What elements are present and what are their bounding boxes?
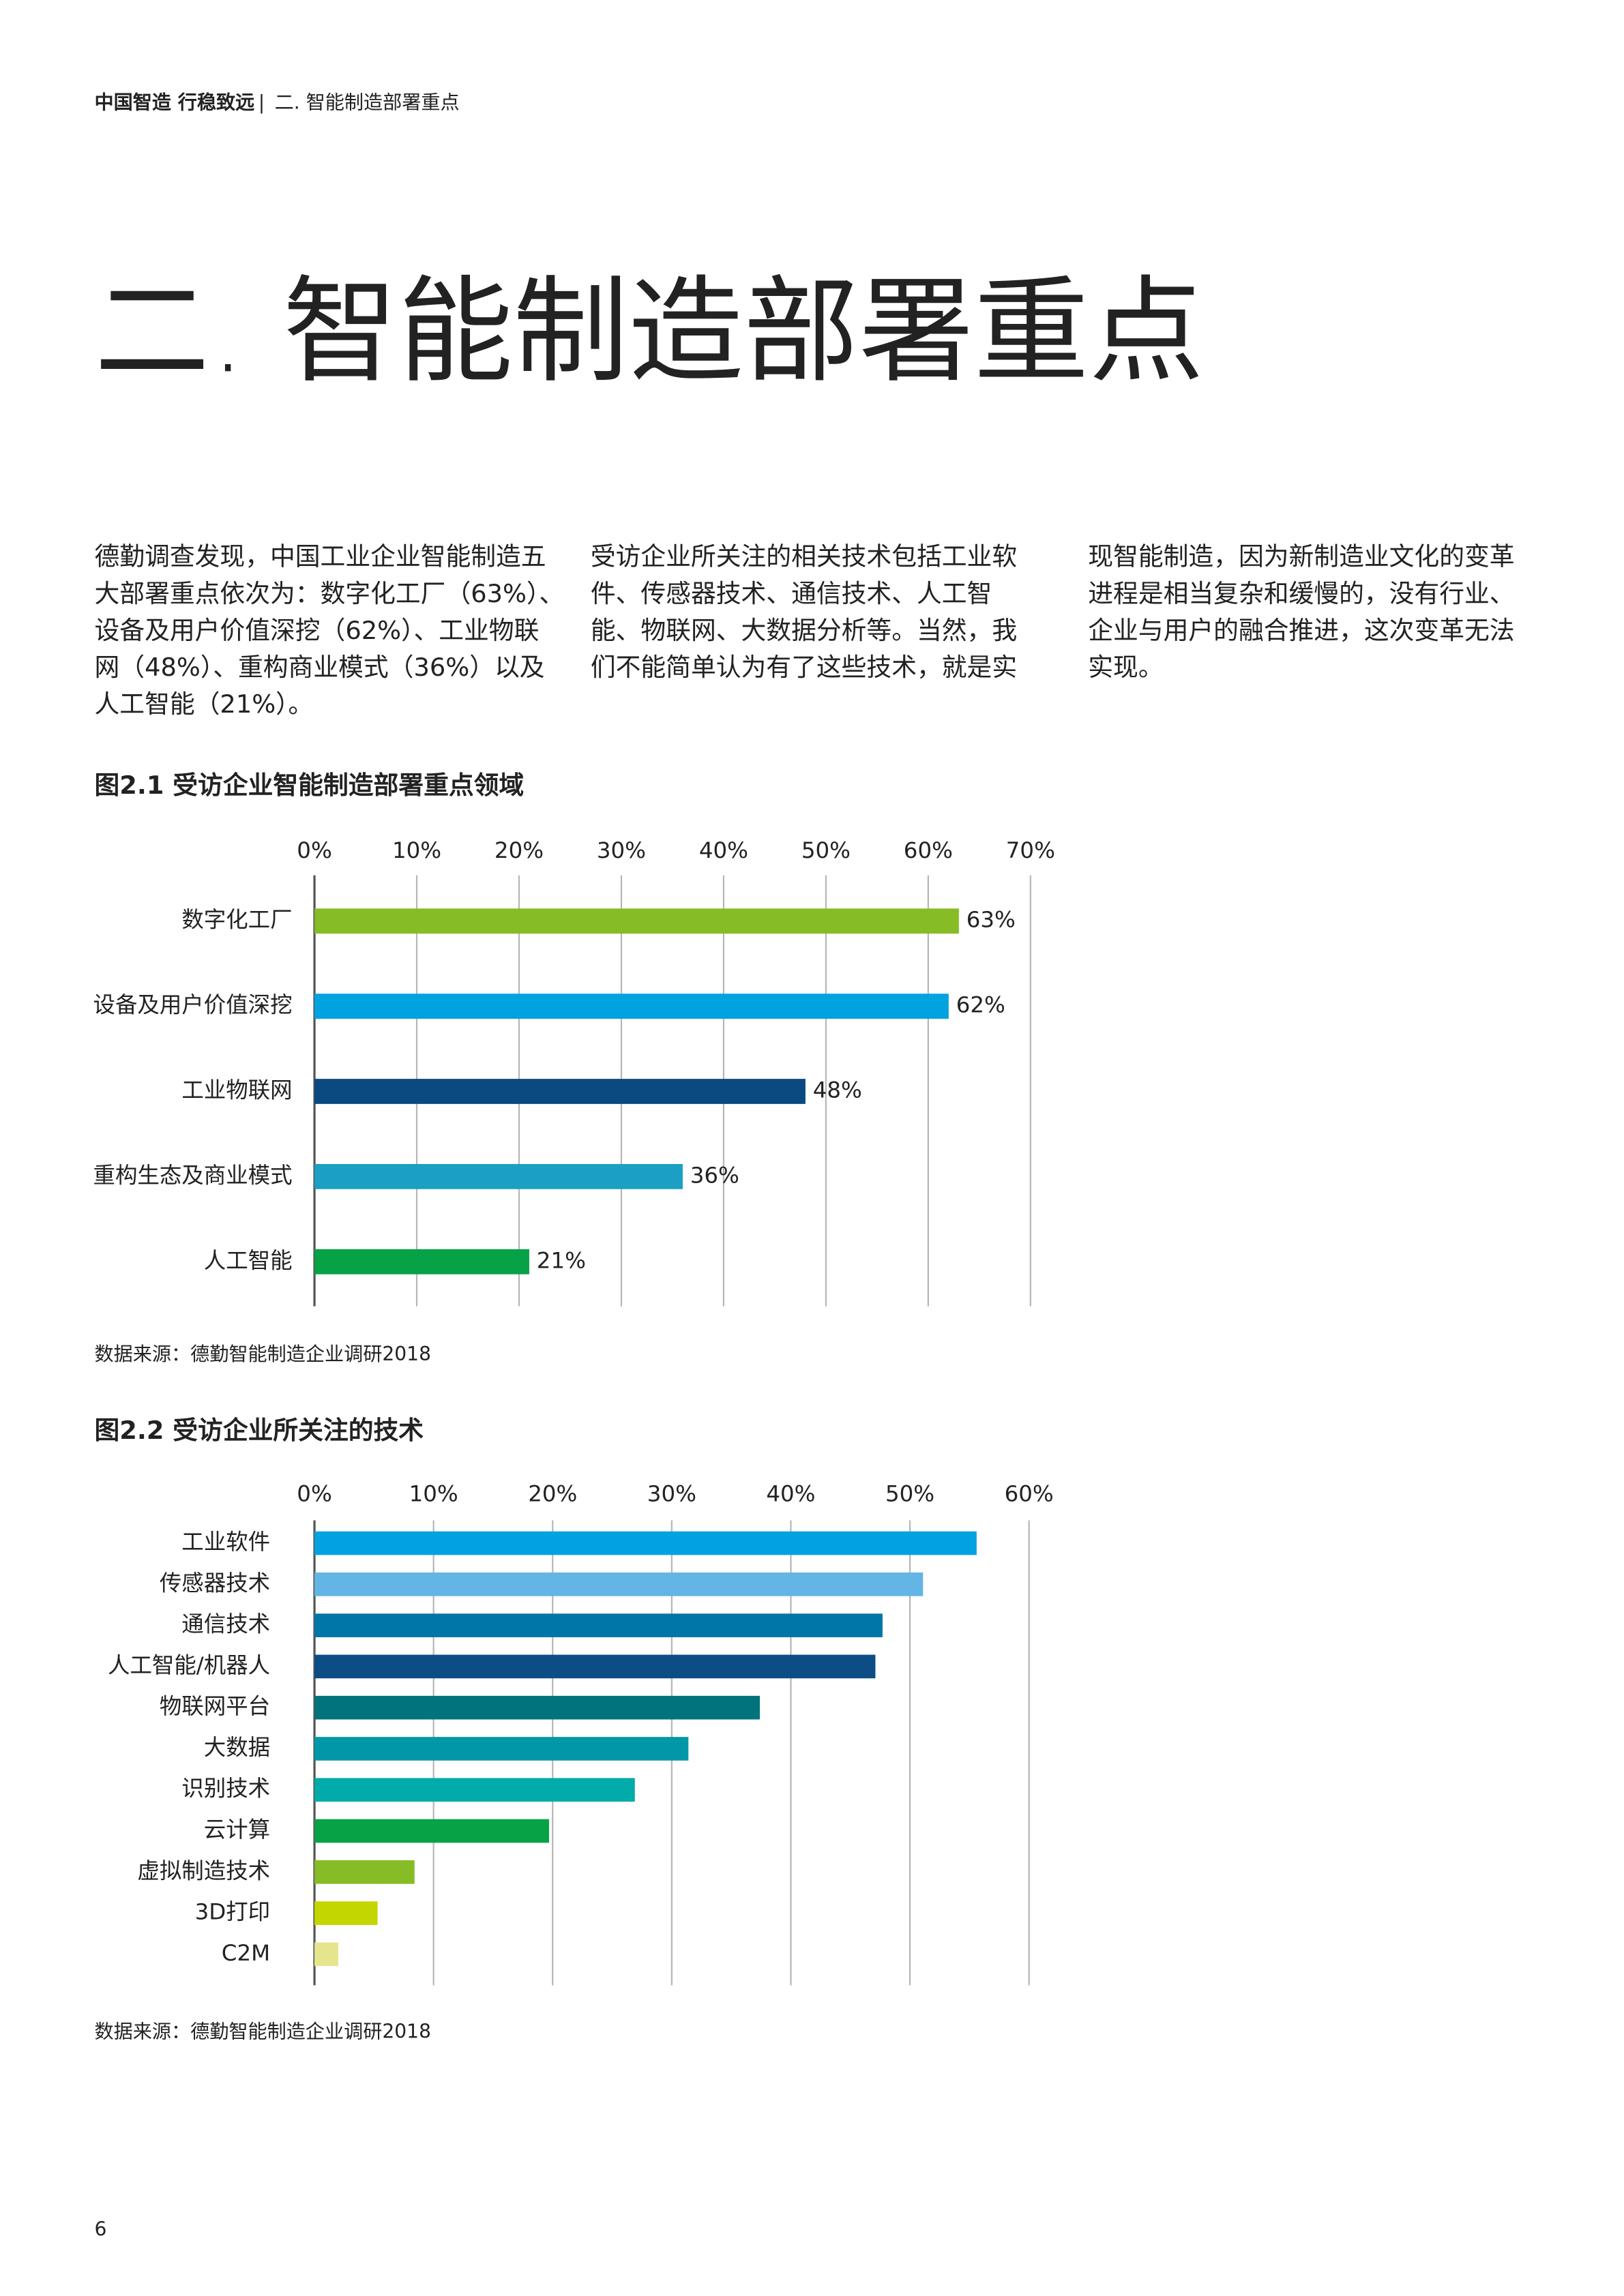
x-tick-label: 10%: [409, 1481, 458, 1507]
bar: [314, 1531, 977, 1555]
header-brand: 中国智造 行稳致远: [95, 91, 255, 114]
header-section: 二. 智能制造部署重点: [275, 91, 460, 114]
page-number: 6: [95, 2218, 107, 2241]
x-tick-label: 30%: [597, 837, 646, 863]
x-tick-label: 70%: [1006, 837, 1055, 863]
paragraph-line: 网（48%）、重构商业模式（36%）以及: [95, 653, 545, 682]
bar: [314, 1249, 529, 1274]
category-label: 通信技术: [181, 1611, 270, 1637]
chart-title: 图2.2 受访企业所关注的技术: [95, 1416, 424, 1445]
chart-source: 数据来源：德勤智能制造企业调研2018: [95, 2021, 431, 2043]
category-label: 人工智能/机器人: [108, 1652, 270, 1678]
bar: [314, 1942, 338, 1967]
x-tick-label: 0%: [297, 837, 332, 863]
bar: [314, 1819, 550, 1843]
bar: [314, 1079, 806, 1104]
x-tick-label: 0%: [297, 1481, 332, 1507]
category-label: 工业物联网: [181, 1077, 292, 1103]
paragraph-line: 进程是相当复杂和缓慢的，没有行业、: [1088, 579, 1514, 608]
paragraph-line: 德勤调查发现，中国工业企业智能制造五: [95, 542, 546, 571]
category-label: 虚拟制造技术: [137, 1858, 270, 1883]
category-label: 物联网平台: [160, 1693, 270, 1719]
header-separator: |: [259, 91, 265, 114]
value-label: 36%: [690, 1162, 739, 1188]
x-tick-label: 60%: [904, 837, 953, 863]
category-label: 云计算: [204, 1817, 270, 1843]
bar: [314, 1613, 883, 1637]
paragraph-line: 设备及用户价值深挖（62%）、工业物联: [95, 616, 540, 645]
x-tick-label: 20%: [494, 837, 544, 863]
value-label: 48%: [813, 1077, 862, 1103]
bar: [314, 1654, 876, 1679]
category-label: 工业软件: [181, 1529, 270, 1555]
bar: [314, 1695, 761, 1720]
bar: [314, 1572, 924, 1596]
category-label: 大数据: [204, 1734, 270, 1760]
bar: [314, 1163, 683, 1189]
x-tick-label: 40%: [699, 837, 748, 863]
paragraph-line: 人工智能（21%）。: [95, 689, 314, 719]
category-label: 人工智能: [204, 1247, 293, 1273]
x-tick-label: 40%: [766, 1481, 815, 1507]
x-tick-label: 20%: [528, 1481, 577, 1507]
bar: [314, 1901, 378, 1925]
paragraph-line: 大部署重点依次为：数字化工厂（63%）、: [95, 579, 565, 608]
paragraph-line: 受访企业所关注的相关技术包括工业软: [591, 542, 1017, 571]
chart-source: 数据来源：德勤智能制造企业调研2018: [95, 1343, 431, 1365]
value-label: 63%: [966, 907, 1016, 933]
bar: [314, 1778, 635, 1802]
paragraph-line: 实现。: [1088, 653, 1163, 682]
category-label: 3D打印: [195, 1899, 271, 1925]
x-tick-label: 10%: [392, 837, 441, 863]
category-label: 识别技术: [181, 1776, 270, 1802]
bar: [314, 1737, 689, 1761]
category-label: 传感器技术: [160, 1570, 270, 1596]
category-label: 设备及用户价值深挖: [93, 992, 293, 1018]
x-tick-label: 50%: [885, 1481, 934, 1507]
category-label: 重构生态及商业模式: [93, 1162, 293, 1188]
category-label: 数字化工厂: [181, 907, 292, 933]
x-tick-label: 50%: [801, 837, 851, 863]
paragraph-line: 件、传感器技术、通信技术、人工智: [591, 579, 992, 608]
value-label: 21%: [537, 1247, 586, 1273]
bar: [314, 994, 949, 1019]
value-label: 62%: [956, 992, 1005, 1018]
category-label: C2M: [222, 1940, 270, 1966]
x-tick-label: 30%: [647, 1481, 696, 1507]
paragraph-line: 企业与用户的融合推进，这次变革无法: [1088, 616, 1514, 645]
paragraph-line: 现智能制造，因为新制造业文化的变革: [1088, 542, 1514, 571]
x-tick-label: 60%: [1005, 1481, 1054, 1507]
bar: [314, 908, 959, 934]
bar: [314, 1860, 415, 1884]
chart-title: 图2.1 受访企业智能制造部署重点领域: [95, 771, 525, 800]
paragraph-line: 能、物联网、大数据分析等。当然，我: [591, 616, 1017, 645]
paragraph-line: 们不能简单认为有了这些技术，就是实: [591, 653, 1017, 682]
page-title: 二. 智能制造部署重点: [95, 264, 1205, 398]
